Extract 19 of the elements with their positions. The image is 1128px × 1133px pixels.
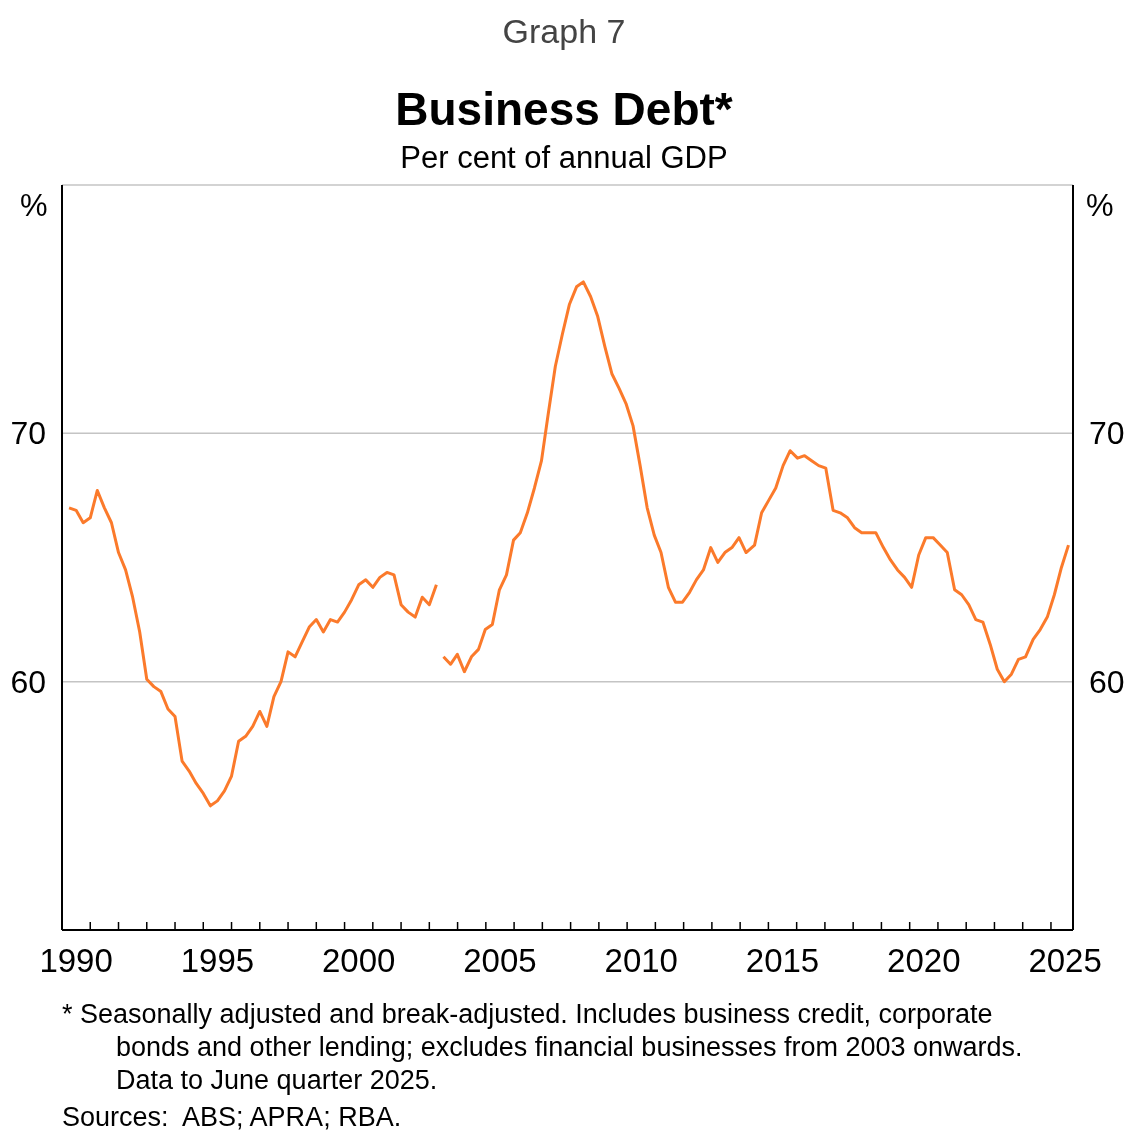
y2-axis-title: %	[1086, 188, 1114, 224]
x-tick-label: 2025	[1028, 942, 1102, 979]
x-tick-label: 2000	[321, 942, 396, 979]
x-tick-label: 1995	[180, 942, 255, 979]
x-tick-label: 2020	[887, 942, 961, 979]
x-tick-label: 2015	[745, 942, 820, 979]
y2-tick-label: 70	[1089, 415, 1125, 452]
chart-title: Business Debt*	[394, 82, 734, 136]
x-tick-label: 2010	[604, 942, 678, 979]
caption: Graph 7	[501, 12, 627, 51]
chart-subtitle: Per cent of annual GDP	[399, 140, 729, 176]
x-tick-label: 1990	[39, 942, 113, 979]
text: * Seasonally adjusted and break-adjusted. Includes business credit, corporate bonds and other lending; excludes financial businesses from 2003 onwards. Data to June quarter 2025.	[62, 998, 1024, 1097]
line-series	[441, 280, 1070, 684]
line-series	[67, 488, 438, 808]
y-axis-title: %	[20, 188, 48, 224]
y2-tick-label: 60	[1089, 663, 1125, 700]
x-tick-label: 2005	[463, 942, 537, 979]
source-note: Sources: ABS; APRA; RBA.	[62, 1102, 402, 1133]
